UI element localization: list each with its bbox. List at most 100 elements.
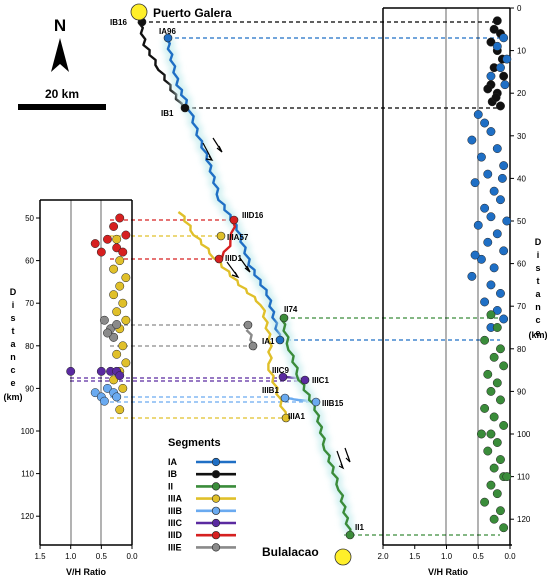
left-ytick-label: 100 bbox=[21, 427, 35, 436]
label-II1: II1 bbox=[355, 523, 364, 532]
scatter-point-IA bbox=[492, 229, 502, 239]
scatter-point-IA bbox=[489, 263, 499, 273]
scatter-point-IA bbox=[499, 314, 509, 324]
marker-II bbox=[279, 313, 289, 323]
scatter-point-II bbox=[492, 489, 502, 499]
scatter-point-IIID bbox=[109, 222, 119, 231]
scatter-point-II bbox=[483, 369, 493, 379]
right-ytick-label: 80 bbox=[517, 345, 526, 354]
legend-label-IIIA: IIIA bbox=[168, 494, 183, 504]
scatter-point-II bbox=[486, 310, 496, 320]
scatter-point-IA bbox=[473, 110, 483, 119]
marker-IA bbox=[163, 33, 173, 43]
left-xtick-label: 1.5 bbox=[34, 552, 46, 561]
track-II bbox=[279, 317, 352, 536]
right-ytick-label: 90 bbox=[517, 387, 526, 396]
scatter-point-IA bbox=[499, 161, 509, 171]
scatter-point-II bbox=[499, 523, 509, 533]
marker-IA bbox=[275, 335, 285, 345]
label-II74: II74 bbox=[284, 305, 298, 314]
scatter-point-IA bbox=[480, 118, 490, 128]
right-ytick-label: 70 bbox=[517, 302, 526, 311]
scatter-point-IIIB bbox=[112, 392, 122, 402]
town-bulalacao-label: Bulalacao bbox=[262, 545, 319, 559]
legend-label-IIIC: IIIC bbox=[168, 518, 183, 528]
label-IIIC1: IIIC1 bbox=[312, 376, 329, 385]
scatter-point-IIIB bbox=[90, 388, 100, 398]
legend-dot-II bbox=[211, 482, 221, 491]
scatter-point-IA bbox=[486, 280, 496, 290]
right-ytick-label: 30 bbox=[517, 132, 526, 141]
scatter-point-IIIA bbox=[112, 234, 122, 244]
scatter-point-IIID bbox=[118, 247, 128, 257]
left-ytick-label: 60 bbox=[25, 257, 34, 266]
right-ytick-label: 40 bbox=[517, 174, 526, 183]
scatter-point-IIIB bbox=[103, 383, 112, 393]
scatter-point-IIID bbox=[115, 213, 125, 223]
scatter-point-IIIA bbox=[115, 256, 125, 266]
marker-IIIB bbox=[280, 393, 290, 403]
slip-arrow-1 bbox=[202, 142, 214, 161]
scatter-point-IB bbox=[489, 24, 499, 34]
scatter-point-IIIE bbox=[109, 332, 119, 342]
point-labels: IB16 IA96 IB1 IIID16 IIIA57 IIID1 II74 I… bbox=[110, 18, 364, 532]
right-xtick-label: 0.0 bbox=[504, 552, 516, 561]
scatter-point-II bbox=[476, 429, 486, 439]
marker-IIID bbox=[214, 254, 224, 264]
track-IA-glow bbox=[161, 34, 286, 341]
marker-IIIE bbox=[248, 341, 258, 351]
scatter-point-IIIA bbox=[112, 307, 122, 317]
scatter-point-IIIE bbox=[103, 328, 112, 338]
scatter-point-IA bbox=[492, 41, 502, 51]
scatter-point-IIIA bbox=[121, 273, 131, 283]
scatter-point-IIIC bbox=[96, 366, 106, 376]
slip-arrow-5 bbox=[336, 450, 345, 470]
right-y-ticks: 0 10 20 30 40 50 60 70 80 90 100 110 120 bbox=[510, 4, 531, 524]
legend-label-IIIE: IIIE bbox=[168, 542, 182, 552]
scatter-point-IIID bbox=[121, 230, 131, 240]
scatter-point-IIIA bbox=[115, 281, 125, 291]
label-IIIA1: IIIA1 bbox=[288, 412, 305, 421]
scatter-point-IIIA bbox=[118, 341, 128, 351]
right-vh-panel: 0 10 20 30 40 50 60 70 80 90 100 110 120 2.0 1.5 1.0 0.… bbox=[377, 4, 530, 577]
map-tracks bbox=[137, 21, 356, 536]
legend-title: Segments bbox=[168, 437, 221, 449]
north-arrow-label: N bbox=[54, 16, 66, 35]
label-IIIC9: IIIC9 bbox=[272, 366, 289, 375]
town-bulalacao: Bulalacao bbox=[262, 545, 352, 566]
scatter-point-IIIA bbox=[112, 349, 122, 359]
scatter-point-IIIB bbox=[99, 396, 109, 406]
left-yunit: (km) bbox=[3, 392, 22, 402]
town-puerto-galera: Puerto Galera bbox=[130, 3, 232, 21]
scatter-point-II bbox=[480, 403, 490, 413]
scatter-point-IIIE bbox=[99, 315, 109, 325]
connector-lines bbox=[70, 21, 505, 536]
scatter-point-IA bbox=[496, 195, 505, 205]
marker-IIIC bbox=[300, 375, 310, 385]
scatter-point-II bbox=[496, 506, 505, 516]
scatter-point-II bbox=[489, 412, 499, 422]
scatter-point-II bbox=[489, 463, 499, 473]
scatter-point-IIIA bbox=[118, 298, 128, 308]
scatter-point-IB bbox=[492, 16, 502, 26]
scatter-point-IIIA bbox=[121, 315, 131, 325]
scatter-point-IA bbox=[502, 54, 512, 64]
scatter-point-IA bbox=[473, 220, 483, 230]
scatter-point-II bbox=[486, 386, 496, 396]
scatter-point-IIIC bbox=[115, 371, 125, 381]
right-x-ticks: 2.0 1.5 1.0 0.5 0.0 bbox=[377, 545, 516, 561]
right-ytick-label: 120 bbox=[517, 515, 531, 524]
scatter-point-IA bbox=[496, 63, 505, 73]
north-arrow: N bbox=[51, 16, 69, 72]
right-xtick-label: 2.0 bbox=[377, 552, 389, 561]
label-IA1: IA1 bbox=[262, 337, 275, 346]
scatter-point-II bbox=[492, 378, 502, 388]
scatter-point-IA bbox=[470, 178, 480, 188]
label-IIIB1: IIIB1 bbox=[262, 386, 279, 395]
right-xlabel: V/H Ratio bbox=[428, 567, 469, 577]
right-ytick-label: 50 bbox=[517, 217, 526, 226]
legend-label-II: II bbox=[168, 481, 173, 491]
